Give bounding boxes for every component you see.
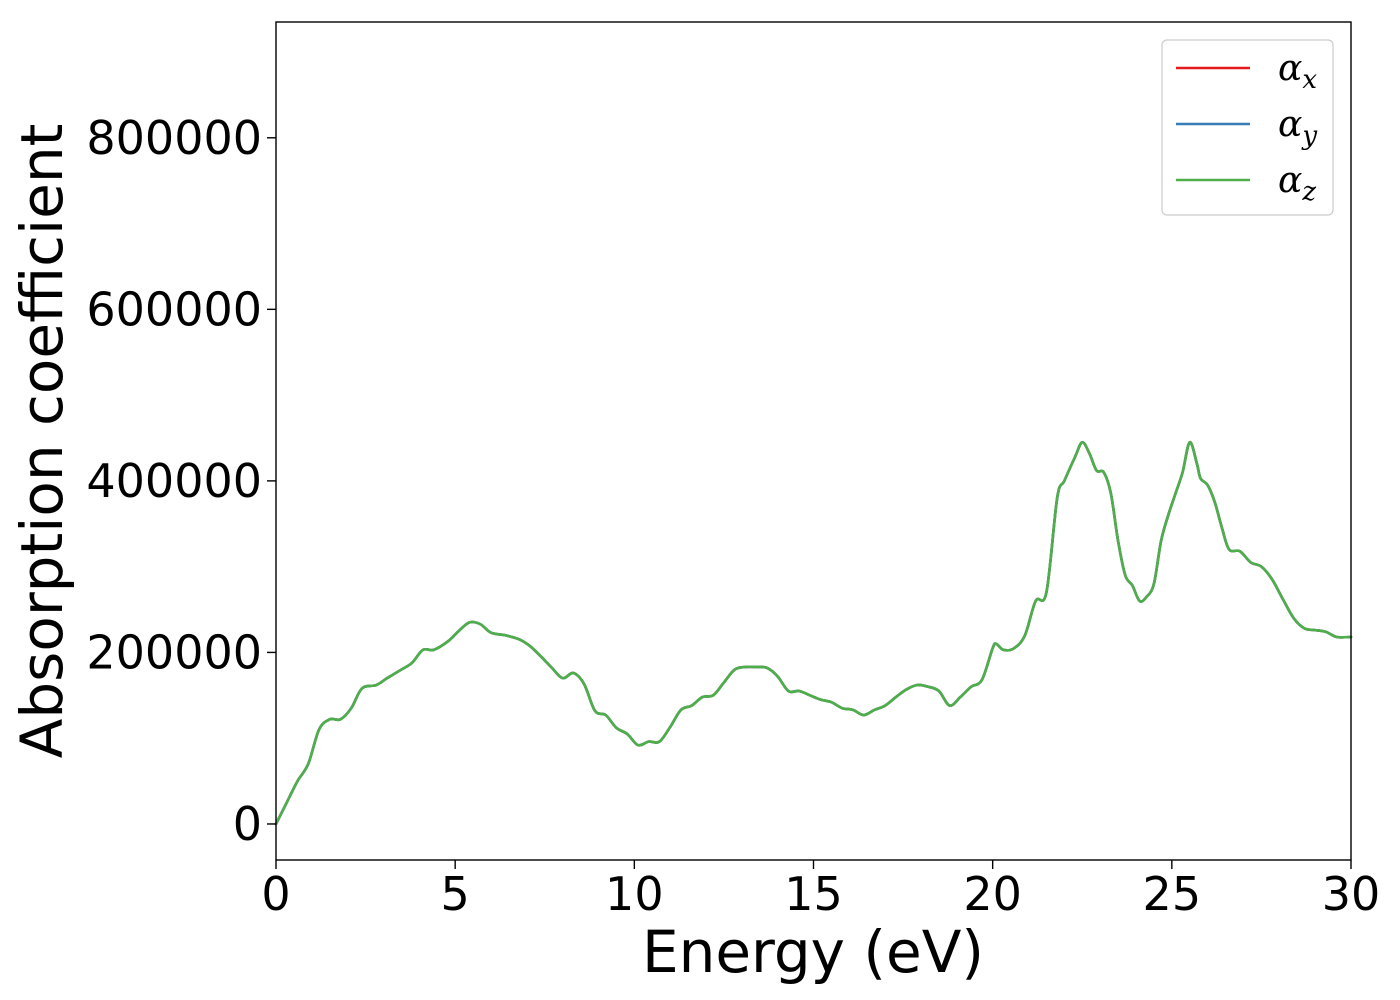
x-tick-label: 30: [1322, 867, 1381, 921]
x-tick-label: 10: [605, 867, 664, 921]
y-tick-label: 800000: [86, 111, 262, 165]
legend-label-z: αz: [1278, 160, 1316, 207]
series-line-z: [274, 440, 1353, 826]
y-axis-ticks: 0 200000 400000 600000 800000: [86, 111, 276, 851]
x-tick-label: 15: [784, 867, 843, 921]
y-axis-label: Absorption coefficient: [8, 124, 76, 759]
legend: αx αy αz: [1161, 39, 1334, 216]
x-tick-label: 0: [261, 867, 290, 921]
x-tick-label: 5: [441, 867, 470, 921]
x-axis-label: Energy (eV): [642, 918, 984, 986]
series-layer: [274, 440, 1353, 826]
y-tick-label: 400000: [86, 454, 262, 508]
x-tick-label: 25: [1143, 867, 1202, 921]
legend-box: [1161, 39, 1334, 216]
y-tick-label: 200000: [86, 625, 262, 679]
y-tick-label: 600000: [86, 282, 262, 336]
y-tick-label: 0: [233, 797, 262, 851]
x-tick-label: 20: [963, 867, 1022, 921]
legend-label-y: αy: [1278, 104, 1317, 151]
x-axis-ticks: 0 5 10 15 20 25 30: [261, 860, 1380, 921]
legend-label-x: αx: [1278, 48, 1317, 95]
